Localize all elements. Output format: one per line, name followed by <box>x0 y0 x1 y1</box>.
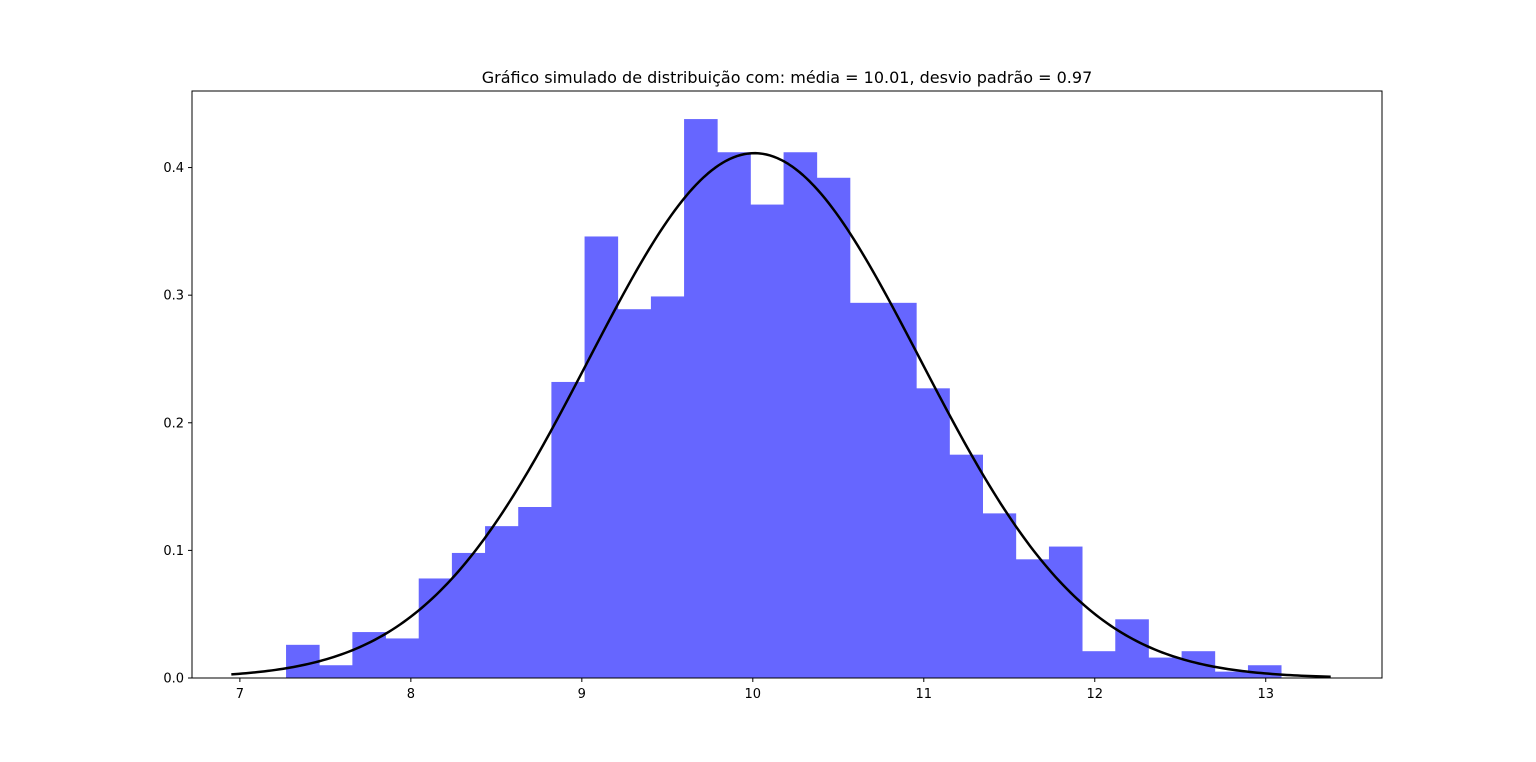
x-axis: 7 8 9 10 11 12 13 <box>236 678 1274 702</box>
histogram-bars <box>286 119 1282 678</box>
histogram-bar-5 <box>418 578 453 678</box>
histogram-bar-26 <box>1115 619 1149 678</box>
histogram-bar-11 <box>617 309 652 678</box>
y-tick-label: 0.4 <box>163 161 184 176</box>
plot-area-frame <box>191 90 1383 679</box>
x-tick-label: 7 <box>236 687 244 702</box>
histogram-bar-18 <box>849 302 884 678</box>
histogram-bar-24 <box>1048 546 1083 678</box>
histogram-bar-25 <box>1082 651 1116 678</box>
histogram-bar-17 <box>816 177 851 678</box>
histogram-bar-29 <box>1214 671 1249 678</box>
y-axis: 0.0 0.1 0.2 0.3 0.4 <box>163 161 192 687</box>
x-tick-label: 9 <box>578 687 586 702</box>
histogram-bar-4 <box>385 638 420 678</box>
chart-title: Gráfico simulado de distribuição com: mé… <box>482 68 1093 87</box>
y-tick-label: 0.2 <box>163 416 184 431</box>
x-tick-label: 13 <box>1257 687 1274 702</box>
histogram-bar-2 <box>319 665 353 678</box>
histogram-bar-15 <box>750 204 784 678</box>
histogram-bar-10 <box>584 236 619 678</box>
histogram-bar-22 <box>982 513 1017 678</box>
histogram-bar-3 <box>352 632 386 678</box>
histogram-bar-14 <box>717 152 751 678</box>
x-tick-label: 11 <box>916 687 933 702</box>
histogram-bar-9 <box>551 381 585 678</box>
normal-curve-line <box>231 151 1331 678</box>
histogram-bar-13 <box>684 119 718 678</box>
histogram-bar-16 <box>783 152 818 678</box>
x-tick-label: 10 <box>745 687 762 702</box>
y-tick-label: 0.0 <box>163 672 184 687</box>
histogram-bar-8 <box>518 507 552 678</box>
histogram-bar-19 <box>883 302 917 678</box>
normal-curve-layer <box>231 151 1331 678</box>
y-tick-label: 0.1 <box>163 544 184 559</box>
histogram-bar-7 <box>485 526 519 678</box>
histogram-bar-27 <box>1148 657 1183 678</box>
histogram-bar-20 <box>916 388 950 678</box>
histogram-bar-12 <box>650 296 685 678</box>
x-tick-label: 8 <box>407 687 415 702</box>
histogram-bar-21 <box>949 454 983 678</box>
x-tick-label: 12 <box>1086 687 1103 702</box>
histogram-bar-23 <box>1015 559 1050 678</box>
y-tick-label: 0.3 <box>163 289 184 304</box>
